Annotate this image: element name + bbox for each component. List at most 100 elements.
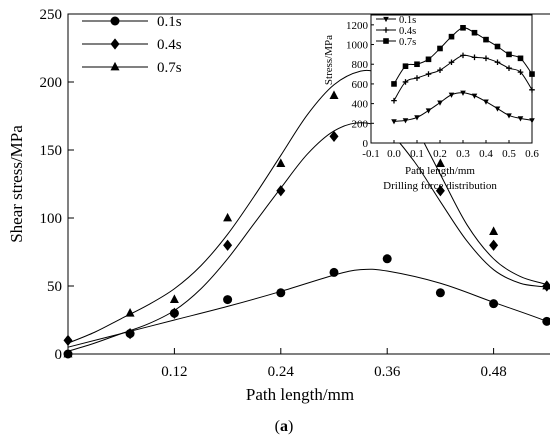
inset-point-0-1s <box>517 116 524 122</box>
inset-point-0-4s <box>402 79 409 85</box>
inset-y-tick-label: 400 <box>352 99 369 111</box>
data-point-0-7s <box>276 158 286 167</box>
data-point-0-1s <box>223 295 233 305</box>
inset-y-tick-label: 1000 <box>346 40 369 52</box>
y-tick-label: 50 <box>47 279 62 295</box>
inset-point-0-7s <box>437 45 443 52</box>
inset-title: Drilling force distribution <box>383 180 497 192</box>
inset-point-0-4s <box>437 67 443 73</box>
inset-point-0-7s <box>471 29 478 36</box>
inset-point-0-7s <box>391 81 397 87</box>
x-tick-label: 0.36 <box>374 364 401 380</box>
inset-point-0-4s <box>414 75 420 81</box>
main-plot: 0 50 100 150 200 250 0.12 0.24 0.36 0.48 0.6 0 Path … <box>7 7 550 404</box>
inset-x-tick-label: 0.4 <box>479 148 493 160</box>
data-point-0-1s <box>329 267 339 277</box>
legend-marker-0-7s <box>110 61 120 71</box>
inset-legend-marker-0-4s <box>383 27 389 33</box>
data-point-0-4s <box>489 239 499 251</box>
inset-x-tick-label: 0.0 <box>387 148 401 160</box>
data-point-0-7s <box>63 348 73 358</box>
inset-point-0-7s <box>402 63 409 69</box>
y-tick-label: 200 <box>40 75 63 91</box>
inset-point-0-7s <box>529 71 535 77</box>
legend-marker-0-4s <box>110 38 120 50</box>
inset-x-tick-label: 0.2 <box>433 148 447 160</box>
data-point-0-1s <box>435 288 445 298</box>
inset-point-0-4s <box>448 59 455 66</box>
data-point-0-7s <box>435 158 445 167</box>
fit-curve-0-1s <box>67 268 550 348</box>
fit-curve-0-7s <box>67 69 550 344</box>
inset-y-axis-label: Stress/MPa <box>323 35 335 85</box>
data-point-0-4s <box>329 130 339 143</box>
inset-point-0-4s <box>529 87 535 93</box>
inset-x-tick-label: -0.1 <box>362 148 379 160</box>
inset-point-0-1s <box>529 118 535 124</box>
x-tick-label: 0.12 <box>161 364 187 380</box>
inset-point-0-1s <box>460 90 466 96</box>
inset-legend-label-0-4s: 0.4s <box>399 26 416 37</box>
inset-x-tick-label: 0.1 <box>410 148 424 160</box>
y-tick-label: 100 <box>40 211 63 227</box>
inset-point-0-7s <box>425 56 432 63</box>
x-axis-label: Path length/mm <box>246 385 354 404</box>
data-point-0-4s <box>125 327 135 340</box>
inset-point-0-1s <box>437 100 443 106</box>
inset-point-0-4s <box>460 52 466 59</box>
inset-point-0-7s <box>414 61 420 68</box>
inset-point-0-1s <box>494 106 501 112</box>
inset-point-0-7s <box>517 55 524 62</box>
main-legend: 0.1s 0.4s 0.7s <box>82 14 182 76</box>
fit-curve-0-4s <box>67 122 550 352</box>
inset-point-0-1s <box>402 118 409 124</box>
inset-point-0-4s <box>506 65 512 71</box>
data-point-0-4s <box>169 307 179 319</box>
y-axis-label: Shear stress/MPa <box>7 125 26 243</box>
data-point-0-4s <box>223 239 233 251</box>
data-point-0-1s <box>276 288 286 298</box>
inset-legend-marker-0-7s <box>383 38 389 44</box>
x-tick-label: 0.48 <box>480 364 506 380</box>
legend-marker-0-1s <box>110 16 120 26</box>
y-tick-label: 250 <box>40 7 63 23</box>
x-tick-label: 0.24 <box>268 364 295 380</box>
data-point-0-4s <box>276 185 286 197</box>
data-point-0-7s <box>542 280 550 290</box>
inset-point-0-4s <box>483 55 489 62</box>
data-point-0-7s <box>223 212 233 222</box>
inset-point-0-1s <box>471 93 478 99</box>
inset-point-0-7s <box>506 51 512 58</box>
inset-x-axis-label: Path length/mm <box>405 165 475 177</box>
inset-legend: 0.1s0.4s0.7s <box>376 15 416 48</box>
inset-y-tick-label: 0 <box>363 138 369 150</box>
inset-point-0-1s <box>483 99 489 105</box>
inset-x-tick-label: 0.5 <box>502 148 516 160</box>
legend-label-0-4s: 0.4s <box>157 37 182 53</box>
inset-point-0-7s <box>483 36 489 43</box>
inset-y-tick-label: 600 <box>352 79 369 91</box>
inset-y-tick-label: 1200 <box>346 20 369 32</box>
data-point-0-4s <box>435 185 445 197</box>
inset-point-0-7s <box>460 25 466 31</box>
inset-point-0-1s <box>506 113 512 119</box>
y-tick-label: 0 <box>55 347 63 363</box>
inset-point-0-4s <box>425 71 432 77</box>
inset-point-0-7s <box>494 43 501 50</box>
data-point-0-7s <box>125 308 135 317</box>
inset-legend-label-0-7s: 0.7s <box>399 37 416 48</box>
inset-point-0-4s <box>494 59 501 66</box>
plot-frame <box>67 13 550 355</box>
inset-point-0-4s <box>517 69 524 75</box>
inset-legend-label-0-1s: 0.1s <box>399 15 416 26</box>
data-point-0-7s <box>329 90 339 99</box>
inset-legend-marker-0-1s <box>383 16 389 23</box>
inset-point-0-1s <box>391 119 397 125</box>
inset-point-0-4s <box>391 97 397 104</box>
y-tick-label: 150 <box>40 143 63 159</box>
inset-y-tick-label: 200 <box>352 118 369 130</box>
inset-x-tick-label: 0.3 <box>456 148 470 160</box>
inset-point-0-1s <box>425 108 432 114</box>
inset-plot: 0 200 400 600 800 1000 1200 -0.1 0.0 0.1 0.2 0.3 0.4… <box>323 14 539 192</box>
